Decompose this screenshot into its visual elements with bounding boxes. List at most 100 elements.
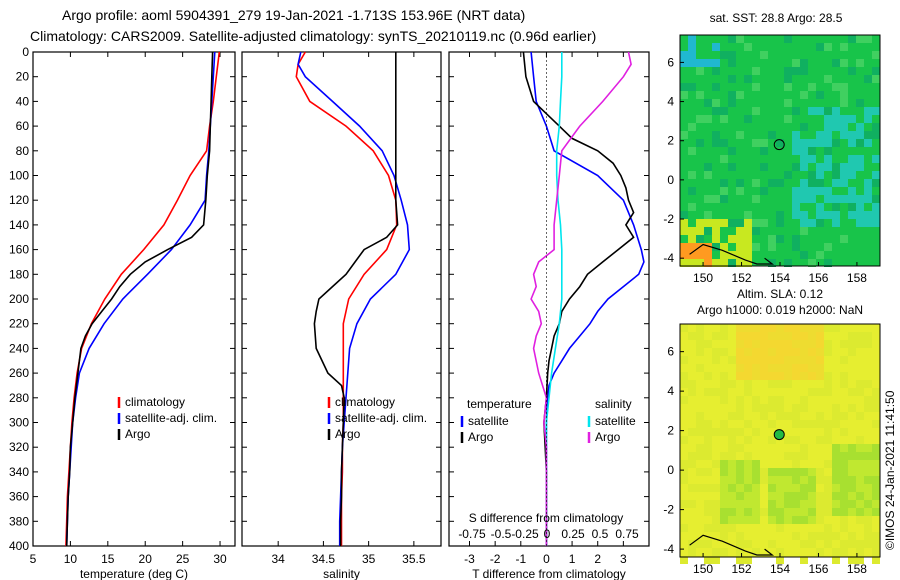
sla_map-cell xyxy=(872,548,880,556)
sst_map-cell xyxy=(744,227,752,235)
sla_map-cell xyxy=(864,500,872,508)
sst_map-cell xyxy=(696,115,704,123)
sst_map-cell xyxy=(872,131,880,139)
x-tick-label: 34.5 xyxy=(312,552,336,566)
sst_map-cell xyxy=(792,235,800,243)
sla_map-cell xyxy=(816,348,824,356)
sla_map-cell xyxy=(792,348,800,356)
y-tick-label: 260 xyxy=(9,366,29,380)
sla_map-cell xyxy=(824,348,832,356)
sla_map-cell xyxy=(768,500,776,508)
sst_map-cell xyxy=(736,35,744,43)
sla_map-cell xyxy=(856,340,864,348)
sst_map-cell xyxy=(864,35,872,43)
sst_map-cell xyxy=(840,91,848,99)
sla_map-cell xyxy=(728,492,736,500)
sst_map-cell xyxy=(800,179,808,187)
top-x-tick-label: 0.25 xyxy=(561,527,585,541)
sst_map-cell xyxy=(696,251,704,259)
imos-stamp: ©IMOS 24-Jan-2021 11:41:50 xyxy=(883,390,897,550)
sla_map-cell xyxy=(744,460,752,468)
sst_map-cell xyxy=(816,171,824,179)
sla_map-cell xyxy=(776,380,784,388)
y-tick-label: 200 xyxy=(9,292,29,306)
y-tick-label: 400 xyxy=(9,539,29,553)
sla_map-cell xyxy=(704,500,712,508)
header-line-1: Argo profile: aoml 5904391_279 19-Jan-20… xyxy=(62,7,525,23)
y-tick-label: 380 xyxy=(9,514,29,528)
difference-frame xyxy=(448,51,650,547)
map-y-tick-label: -2 xyxy=(663,503,674,517)
sla_map-cell xyxy=(784,364,792,372)
map-y-tick-label: 2 xyxy=(667,134,674,148)
x-tick-label: 2 xyxy=(594,552,601,566)
sst_map-cell xyxy=(872,179,880,187)
sst_map-cell xyxy=(832,163,840,171)
sla_map-cell xyxy=(688,332,696,340)
sla_map-cell xyxy=(872,388,880,396)
sst_map-cell xyxy=(832,115,840,123)
legend-title-salinity: salinity xyxy=(595,397,632,411)
sla_map-cell xyxy=(736,492,744,500)
sst_map-cell xyxy=(824,211,832,219)
sla_map-cell xyxy=(872,492,880,500)
sst_map-cell xyxy=(696,227,704,235)
sla_map-cell xyxy=(848,492,856,500)
sst_map-cell xyxy=(848,131,856,139)
sla_map-cell xyxy=(712,332,720,340)
map-x-tick-label: 158 xyxy=(847,271,867,285)
sla_map-cell xyxy=(872,420,880,428)
sst_map-cell xyxy=(808,107,816,115)
sla_map-cell xyxy=(832,548,840,556)
sst_map-cell xyxy=(760,187,768,195)
sst_map-cell xyxy=(840,83,848,91)
sst_map-cell xyxy=(872,195,880,203)
sst_map-cell xyxy=(824,139,832,147)
x-tick-label: 10 xyxy=(64,552,78,566)
sla_map-cell xyxy=(752,356,760,364)
sla_map-cell xyxy=(816,332,824,340)
sst_map-cell xyxy=(680,131,688,139)
sla_map-cell xyxy=(856,460,864,468)
sst_map-cell xyxy=(752,195,760,203)
sla_map-cell xyxy=(840,524,848,532)
sst_map-cell xyxy=(848,171,856,179)
sst_map-cell xyxy=(728,51,736,59)
sla_map-cell xyxy=(752,460,760,468)
sla_map-cell xyxy=(728,444,736,452)
sst_map-cell xyxy=(800,139,808,147)
sla_map-cell xyxy=(808,332,816,340)
sst_map-cell xyxy=(688,235,696,243)
sla_map-cell xyxy=(760,372,768,380)
sla_map-cell xyxy=(864,540,872,548)
legend-label: satellite xyxy=(468,414,509,428)
sst_map-cell xyxy=(864,75,872,83)
sst_map-cell xyxy=(832,107,840,115)
sla_map-cell xyxy=(784,340,792,348)
sst_map-cell xyxy=(816,107,824,115)
sla_map-cell xyxy=(760,332,768,340)
sla_map-cell xyxy=(728,516,736,524)
sla_map-cell xyxy=(840,508,848,516)
sla_map-cell xyxy=(736,548,744,556)
sla_map-cell xyxy=(744,516,752,524)
sst_map-cell xyxy=(840,163,848,171)
x-tick-label: 5 xyxy=(30,552,37,566)
sst_map-cell xyxy=(800,187,808,195)
sla_map-cell xyxy=(768,404,776,412)
sst_map-cell xyxy=(688,187,696,195)
sst_map-cell xyxy=(816,43,824,51)
y-tick-label: 60 xyxy=(16,119,30,133)
sla_map-cell xyxy=(760,356,768,364)
sla_map-cell xyxy=(792,412,800,420)
sla_map-cell xyxy=(720,508,728,516)
map-x-tick-label: 156 xyxy=(808,562,828,576)
sla_map-cell xyxy=(840,516,848,524)
sla_map-cell xyxy=(720,332,728,340)
sla_map-cell xyxy=(832,452,840,460)
sla_map-cell xyxy=(816,372,824,380)
sla_map-cell xyxy=(848,388,856,396)
sla_map-cell xyxy=(784,372,792,380)
sla_map-cell xyxy=(744,420,752,428)
sla_map-cell xyxy=(696,484,704,492)
